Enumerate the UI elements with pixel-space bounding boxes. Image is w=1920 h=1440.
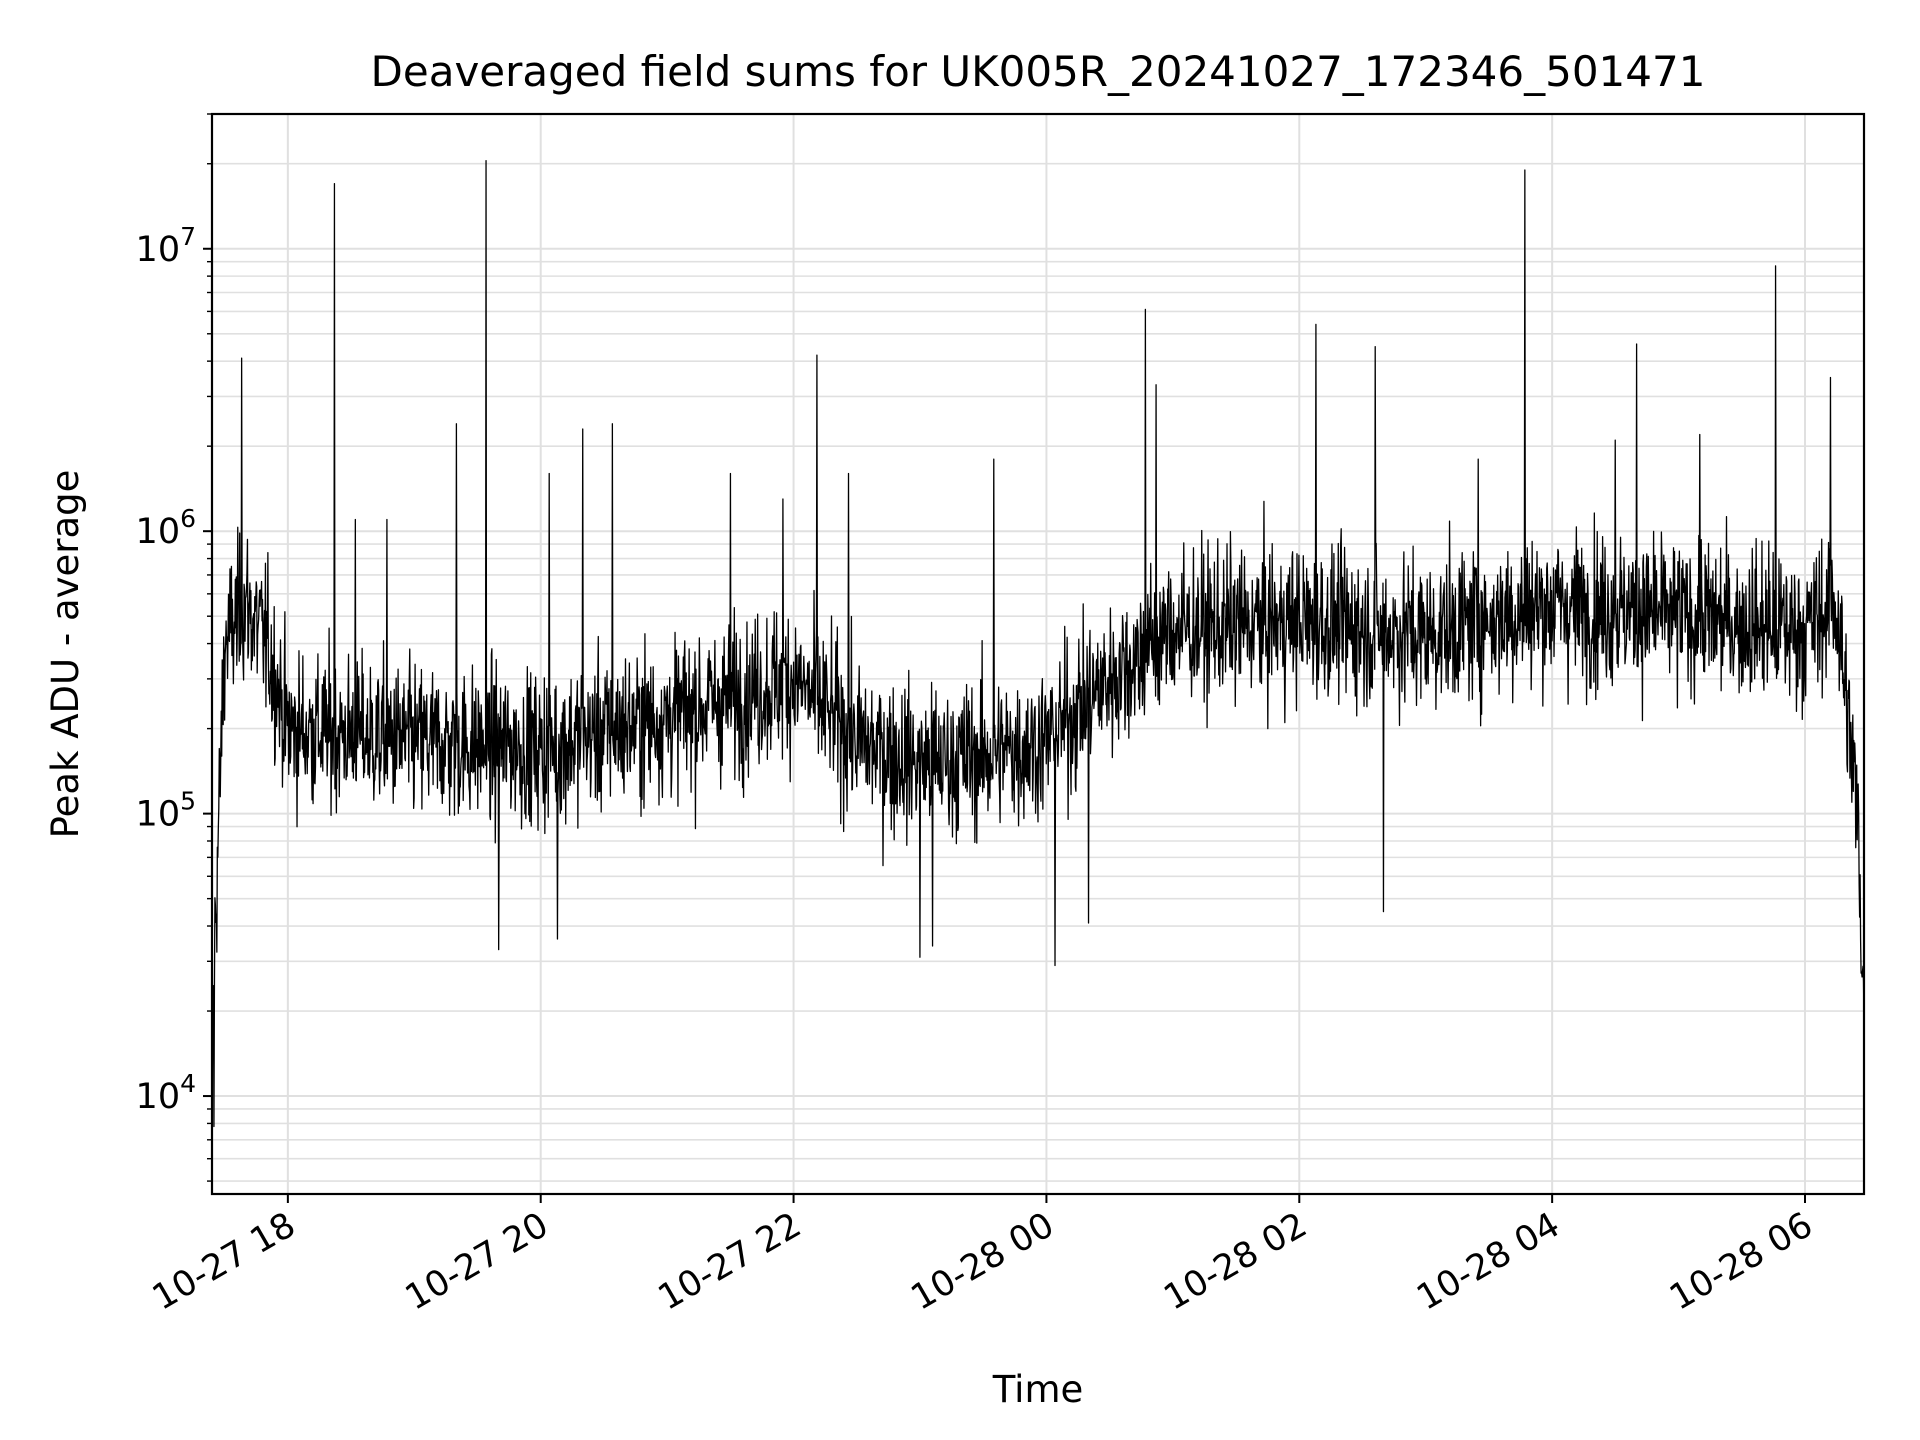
chart-title: Deaveraged field sums for UK005R_2024102… [371, 47, 1706, 96]
series-line [211, 160, 1865, 1155]
y-axis-ticks: 104 105 106 107 [136, 113, 212, 1182]
plot-frame [210, 112, 1866, 1196]
series-layer [211, 160, 1865, 1155]
minor-grid [212, 113, 1864, 1182]
y-axis-label: Peak ADU - average [44, 470, 87, 839]
y-tick-label: 106 [136, 504, 196, 552]
x-axis-label: Time [992, 1368, 1084, 1411]
y-tick-label: 104 [136, 1069, 196, 1117]
major-grid [212, 114, 1864, 1194]
y-tick-label: 105 [136, 787, 196, 835]
y-tick-label: 107 [136, 222, 196, 270]
